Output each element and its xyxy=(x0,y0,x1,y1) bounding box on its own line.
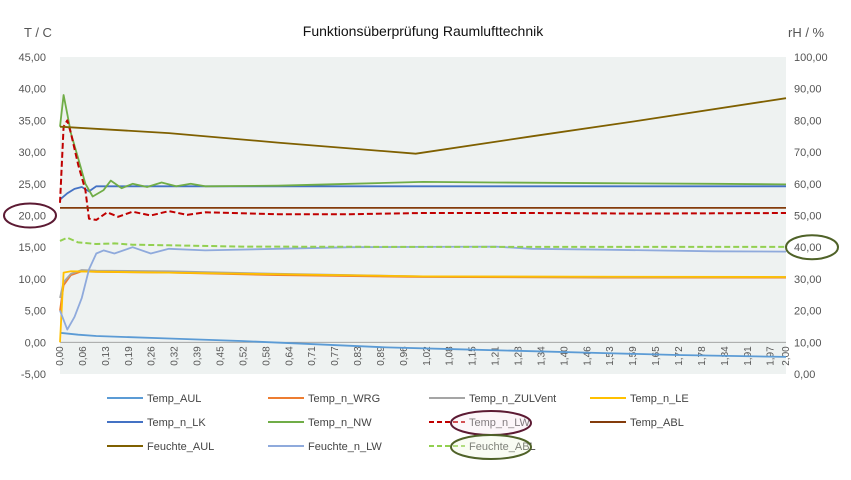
right-tick-label: 20,00 xyxy=(794,306,822,318)
left-tick-label: 40,00 xyxy=(18,84,46,96)
legend-highlight xyxy=(450,410,532,436)
x-tick-label: 0,06 xyxy=(78,346,89,366)
legend-label: Feuchte_AUL xyxy=(147,441,214,453)
right-tick-label: 80,00 xyxy=(794,115,822,127)
x-tick-label: 1,34 xyxy=(536,346,547,366)
legend-label: Temp_AUL xyxy=(147,393,201,405)
right-tick-label: 70,00 xyxy=(794,147,822,159)
highlight-ellipses xyxy=(3,202,839,261)
x-tick-label: 1,53 xyxy=(605,346,616,366)
x-tick-label: 1,46 xyxy=(582,346,593,366)
left-tick-label: 20,00 xyxy=(18,211,46,223)
x-tick-label: 0,96 xyxy=(399,346,410,366)
left-tick-label: 10,00 xyxy=(18,274,46,286)
x-tick-label: 1,65 xyxy=(651,346,662,366)
legend-label: Temp_n_NW xyxy=(308,417,372,429)
left-tick-label: -5,00 xyxy=(21,369,46,381)
x-tick-label: 2,00 xyxy=(781,346,792,366)
right-tick-label: 60,00 xyxy=(794,179,822,191)
right-tick-label: 30,00 xyxy=(794,274,822,286)
left-axis-ticks: 45,00 40,00 35,00 30,00 25,00 20,00 15,00 10,00… xyxy=(18,52,46,381)
right-tick-label: 40,00 xyxy=(794,242,822,254)
x-tick-label: 0,13 xyxy=(101,346,112,366)
right-tick-label: 0,00 xyxy=(794,369,815,381)
x-tick-label: 1,40 xyxy=(559,346,570,366)
right-tick-label: 100,00 xyxy=(794,52,828,64)
right-axis-ticks: 100,00 90,00 80,00 70,00 60,00 50,00 40,00 30,0… xyxy=(794,52,828,381)
legend-label: Feuchte_n_LW xyxy=(308,441,382,453)
series-line-feuchte-aul xyxy=(59,97,787,155)
x-tick-label: 0,52 xyxy=(238,346,249,366)
x-tick-label: 1,08 xyxy=(445,346,456,366)
series-line-temp-aul xyxy=(59,331,787,358)
x-tick-label: 0,39 xyxy=(193,346,204,366)
x-tick-label: 0,26 xyxy=(147,346,158,366)
left-tick-label: 0,00 xyxy=(25,337,46,349)
left-tick-label: 35,00 xyxy=(18,115,46,127)
plot-area xyxy=(60,57,786,374)
left-tick-label: 15,00 xyxy=(18,242,46,254)
series-lines xyxy=(59,94,787,358)
x-tick-label: 0,58 xyxy=(261,346,272,366)
x-tick-label: 0,64 xyxy=(284,346,295,366)
x-tick-label: 1,02 xyxy=(422,346,433,366)
series-line-feuchte-abl xyxy=(59,236,786,248)
series-line-temp-n-nw xyxy=(59,94,787,198)
left-tick-label: 5,00 xyxy=(25,306,46,318)
x-tick-label: 1,59 xyxy=(628,346,639,366)
x-tick-label: 0,00 xyxy=(55,346,66,366)
series-line-temp-n-lw xyxy=(59,119,787,221)
legend-highlight xyxy=(450,434,532,460)
legend: Temp_AUL Temp_n_WRG Temp_n_ZULVent Temp_n_L… xyxy=(107,393,689,460)
x-tick-label: 1,15 xyxy=(468,346,479,366)
x-tick-label: 0,45 xyxy=(215,346,226,366)
right-tick-label: 90,00 xyxy=(794,84,822,96)
legend-label: Temp_n_WRG xyxy=(308,393,380,405)
right-axis-unit: rH / % xyxy=(788,25,825,40)
x-tick-label: 0,32 xyxy=(170,346,181,366)
left-tick-label: 30,00 xyxy=(18,147,46,159)
legend-label: Feuchte_ABL xyxy=(469,441,536,453)
x-tick-label: 0,77 xyxy=(330,346,341,366)
x-tick-label: 0,83 xyxy=(353,346,364,366)
left-axis-unit: T / C xyxy=(24,25,52,40)
legend-label: Temp_n_ZULVent xyxy=(469,393,556,405)
left-value-highlight xyxy=(3,202,57,229)
legend-label: Temp_n_LW xyxy=(469,417,531,429)
x-tick-label: 1,28 xyxy=(514,346,525,366)
series-line-feuchte-n-lw xyxy=(59,245,787,331)
left-tick-label: 45,00 xyxy=(18,52,46,64)
right-value-highlight xyxy=(785,234,839,261)
right-tick-label: 10,00 xyxy=(794,337,822,349)
series-line-temp-n-lk xyxy=(59,185,786,201)
series-line-temp-n-le xyxy=(59,270,787,343)
right-tick-label: 50,00 xyxy=(794,211,822,223)
x-tick-label: 0,19 xyxy=(124,346,135,366)
legend-label: Temp_n_LE xyxy=(630,393,689,405)
x-tick-label: 0,71 xyxy=(307,346,318,366)
x-tick-label: 1,21 xyxy=(491,346,502,366)
legend-label: Temp_ABL xyxy=(630,417,684,429)
chart-title: Funktionsüberprüfung Raumlufttechnik xyxy=(303,23,544,39)
x-tick-label: 0,89 xyxy=(376,346,387,366)
legend-label: Temp_n_LK xyxy=(147,417,206,429)
left-tick-label: 25,00 xyxy=(18,179,46,191)
